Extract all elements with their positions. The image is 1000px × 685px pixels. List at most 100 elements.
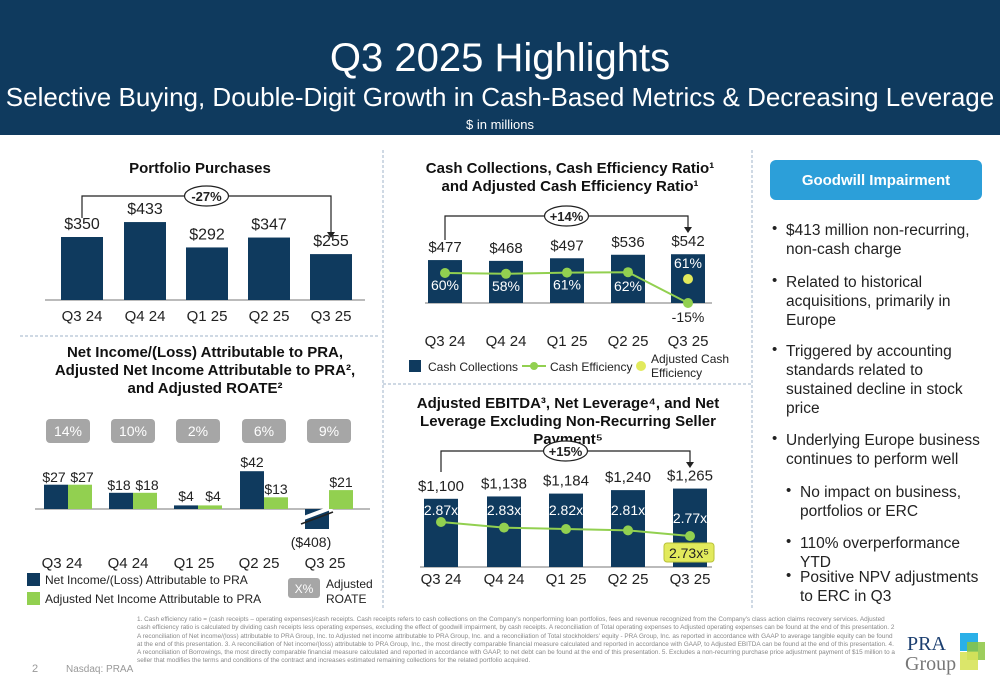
roate-label: 2% xyxy=(188,423,208,439)
x-tick-label: Q3 25 xyxy=(305,555,346,572)
data-label: $347 xyxy=(251,217,287,234)
data-label: $4 xyxy=(178,488,194,504)
legend-label: Cash Efficiency xyxy=(550,360,632,374)
bar-net-income xyxy=(240,471,264,509)
bar xyxy=(310,254,352,300)
x-tick-label: Q4 24 xyxy=(486,333,527,350)
change-pill xyxy=(183,185,230,207)
bar-adjusted-net-income xyxy=(68,484,92,509)
roate-label: 14% xyxy=(54,423,82,439)
line-point xyxy=(501,268,511,279)
data-label: 58% xyxy=(492,278,520,294)
data-label: $477 xyxy=(428,239,461,256)
x-tick-label: Q1 25 xyxy=(187,308,228,325)
data-label: $27 xyxy=(42,469,66,485)
data-label: $1,100 xyxy=(418,478,464,495)
sub-bullet: 110% overperformance YTD xyxy=(786,532,980,572)
legend-label: Adjusted ROATE xyxy=(326,577,373,606)
x-tick-label: Q2 25 xyxy=(239,555,280,572)
bar xyxy=(61,237,103,300)
bar xyxy=(186,247,228,300)
data-label: $350 xyxy=(64,216,100,233)
legend-swatch xyxy=(27,592,40,605)
x-tick-label: Q4 24 xyxy=(125,308,166,325)
x-tick-label: Q2 25 xyxy=(608,333,649,350)
bar xyxy=(550,258,584,303)
x-tick-label: Q3 25 xyxy=(670,571,711,588)
svg-text:PRA: PRA xyxy=(907,633,946,655)
data-label: $27 xyxy=(70,469,94,485)
data-label: $292 xyxy=(189,226,225,243)
bar-net-income xyxy=(109,492,133,509)
data-label: 2.82x xyxy=(549,502,583,518)
data-label: $42 xyxy=(240,454,264,470)
units-note: $ in millions xyxy=(466,117,534,132)
roate-label: 10% xyxy=(119,423,147,439)
bar xyxy=(248,237,290,300)
x-tick-label: Q3 25 xyxy=(668,333,709,350)
x-tick-label: Q3 24 xyxy=(425,333,466,350)
adjusted-efficiency-point xyxy=(683,274,693,284)
roate-pill xyxy=(46,419,90,443)
data-label: $1,138 xyxy=(481,475,527,492)
x-tick-label: Q3 25 xyxy=(311,308,352,325)
legend-swatch xyxy=(530,362,538,370)
data-label: $4 xyxy=(205,488,221,504)
legend-label: Adjusted Net Income Attributable to PRA xyxy=(45,592,261,606)
data-label: ($408) xyxy=(291,534,331,550)
data-label: 2.83x xyxy=(487,502,521,518)
portfolio-purchases-title: Portfolio Purchases xyxy=(129,160,271,177)
excl-leverage-box xyxy=(663,542,715,563)
change-label: +15% xyxy=(549,444,583,459)
data-label: $21 xyxy=(329,474,353,490)
bullet: Triggered by accounting standards relate… xyxy=(772,340,976,418)
x-tick-label: Q3 24 xyxy=(421,571,462,588)
bar xyxy=(124,222,166,300)
bar-adjusted-net-income xyxy=(133,492,157,509)
data-label: $255 xyxy=(313,233,349,250)
bar-net-income xyxy=(174,505,198,509)
legend-swatch xyxy=(409,360,421,372)
arrow-down-icon xyxy=(327,232,335,238)
data-label: 2.73x⁵ xyxy=(669,545,709,561)
pra-group-logo: PRA Group xyxy=(905,633,985,675)
data-label: $18 xyxy=(107,477,131,493)
data-label: $18 xyxy=(135,477,159,493)
legend-label: Adjusted Cash Efficiency xyxy=(651,352,729,380)
data-label: $468 xyxy=(489,240,522,257)
svg-text:Group: Group xyxy=(905,653,956,675)
sub-bullet: Positive NPV adjustments to ERC in Q3 xyxy=(786,566,980,606)
x-tick-label: Q1 25 xyxy=(547,333,588,350)
data-label: 62% xyxy=(614,278,642,294)
line-point xyxy=(685,531,695,541)
legend-label: X% xyxy=(295,582,314,596)
cash-collections-title: Cash Collections, Cash Efficiency Ratio¹… xyxy=(425,160,715,195)
net-income-title: Net Income/(Loss) Attributable to PRA, A… xyxy=(54,344,356,397)
change-label: +14% xyxy=(550,209,584,224)
bullet: Underlying Europe business continues to … xyxy=(772,429,986,469)
bar-net-income xyxy=(44,484,68,509)
legend-swatch xyxy=(636,361,646,371)
axis-break xyxy=(300,511,334,525)
ticker: Nasdaq: PRAA xyxy=(66,664,134,675)
x-tick-label: Q3 24 xyxy=(62,308,103,325)
legend-roate-pill xyxy=(288,578,320,598)
x-tick-label: Q4 24 xyxy=(484,571,525,588)
bar-adjusted-net-income xyxy=(329,490,353,509)
x-tick-label: Q1 25 xyxy=(174,555,215,572)
line-point xyxy=(623,525,633,536)
change-pill xyxy=(543,205,590,227)
page-title: Q3 2025 Highlights xyxy=(329,36,671,80)
goodwill-impairment-header: Goodwill Impairment xyxy=(770,160,982,200)
axis-break xyxy=(300,505,334,521)
bar xyxy=(489,260,523,303)
line-point xyxy=(562,267,572,278)
header: Q3 2025 Highlights Selective Buying, Dou… xyxy=(0,0,1000,135)
roate-label: 6% xyxy=(254,423,274,439)
bullet: $413 million non-recurring, non-cash cha… xyxy=(772,219,986,259)
bar xyxy=(428,260,462,303)
line-point xyxy=(436,517,446,527)
data-label: $497 xyxy=(550,237,583,254)
roate-label: 9% xyxy=(319,423,339,439)
data-label: $433 xyxy=(127,201,163,218)
